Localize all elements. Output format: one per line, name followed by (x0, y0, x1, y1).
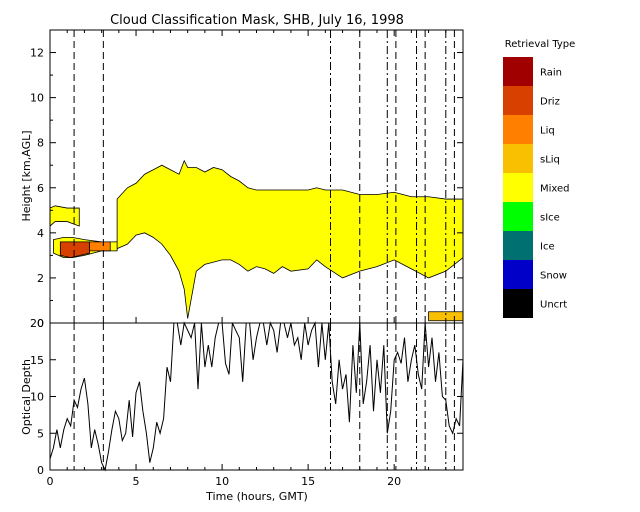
x-tick-label: 5 (133, 475, 140, 488)
top-vertical-markers (73, 30, 455, 323)
legend-entries: Rain Driz Liq sLiq Mixed sIce Ice Snow Uncrt (503, 57, 570, 318)
top-y-tick-label: 0 (37, 317, 44, 330)
bottom-y-axis-label: Optical Depth (20, 359, 33, 435)
legend-label-sliq: sLiq (540, 155, 560, 166)
legend-swatch-snow (503, 260, 533, 289)
x-tick-label: 10 (215, 475, 229, 488)
legend-label-uncrt: Uncrt (540, 300, 567, 311)
legend-swatch-ice (503, 231, 533, 260)
bottom-x-axis: 0 5 10 15 20 (47, 30, 447, 488)
legend-label-rain: Rain (540, 68, 562, 79)
bottom-y-tick-label: 20 (30, 317, 44, 330)
chart-title: Cloud Classification Mask, SHB, July 16,… (110, 13, 404, 28)
legend-swatch-mixed (503, 173, 533, 202)
legend-label-driz: Driz (540, 97, 560, 108)
legend-title: Retrieval Type (505, 39, 576, 50)
region-mixed (49, 205, 80, 227)
legend-swatch-uncrt (503, 289, 533, 318)
legend-swatch-driz (503, 86, 533, 115)
top-y-axis-label: Height [km,AGL] (20, 130, 33, 221)
legend-label-ice: Ice (540, 242, 555, 253)
x-tick-label: 0 (47, 475, 54, 488)
legend-swatch-sliq (503, 144, 533, 173)
region-driz (59, 241, 90, 259)
bottom-y-tick-label: 10 (30, 391, 44, 404)
bottom-y-axis: 0 5 10 15 20 (30, 317, 463, 477)
x-axis-label: Time (hours, GMT) (205, 490, 308, 503)
region-liq (89, 241, 111, 252)
top-y-tick-label: 6 (37, 182, 44, 195)
legend-label-liq: Liq (540, 126, 555, 137)
legend-swatch-liq (503, 115, 533, 144)
legend-swatch-sice (503, 202, 533, 231)
top-y-tick-label: 4 (37, 227, 44, 240)
top-y-axis: 0 2 4 6 8 10 12 (30, 47, 463, 330)
bottom-y-tick-label: 0 (37, 464, 44, 477)
top-y-tick-label: 2 (37, 272, 44, 285)
legend-label-mixed: Mixed (540, 184, 570, 195)
x-tick-label: 20 (387, 475, 401, 488)
classification-regions (49, 159, 464, 322)
legend: Retrieval Type Rain Driz Liq sLiq Mixed sIce I… (503, 39, 575, 318)
optical-depth-line (49, 321, 464, 472)
top-y-tick-label: 10 (30, 92, 44, 105)
bottom-y-tick-label: 15 (30, 354, 44, 367)
top-y-tick-label: 8 (37, 137, 44, 150)
x-tick-label: 15 (301, 475, 315, 488)
bottom-y-tick-label: 5 (37, 427, 44, 440)
legend-label-sice: sIce (540, 213, 560, 224)
top-y-tick-label: 12 (30, 47, 44, 60)
legend-label-snow: Snow (540, 271, 567, 282)
legend-swatch-rain (503, 57, 533, 86)
bottom-vertical-markers (73, 323, 455, 470)
